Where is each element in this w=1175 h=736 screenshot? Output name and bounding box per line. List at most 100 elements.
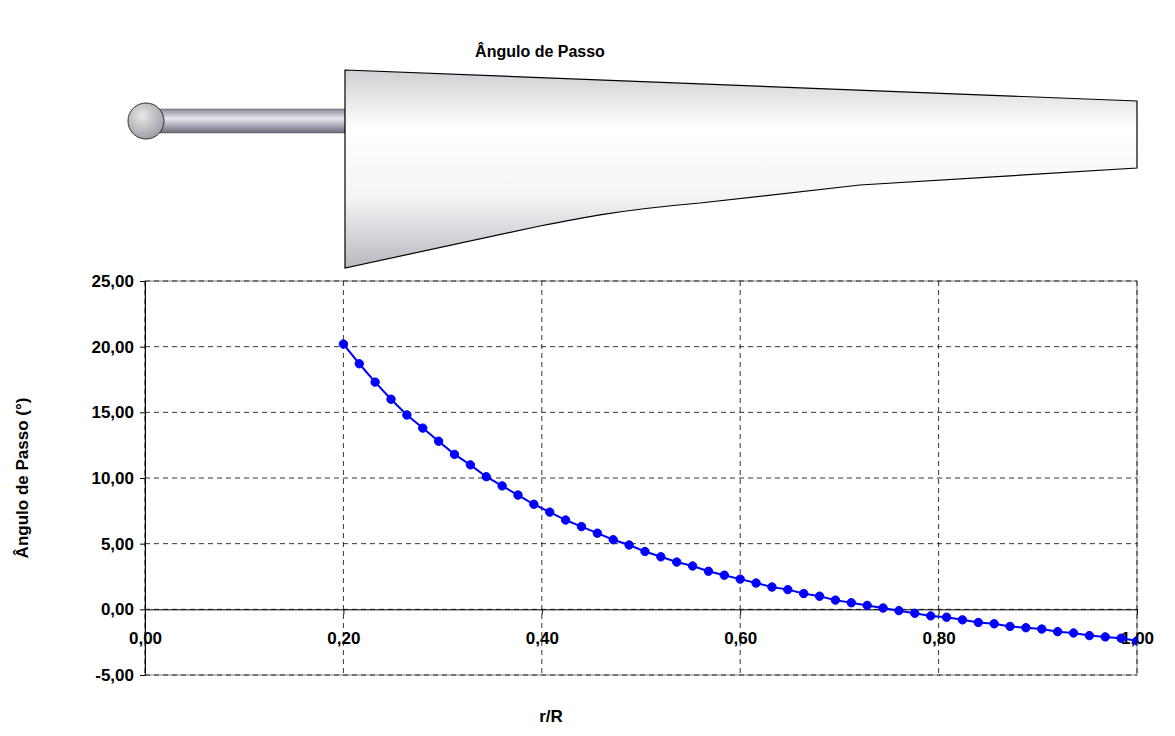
- data-point: [768, 583, 776, 591]
- data-point: [911, 609, 919, 617]
- y-grid-line: [145, 281, 1137, 282]
- y-tick-label: 0,00: [101, 600, 134, 619]
- data-point: [847, 599, 855, 607]
- data-point: [514, 491, 522, 499]
- data-point: [688, 562, 696, 570]
- data-point: [879, 604, 887, 612]
- data-point: [815, 592, 823, 600]
- data-point: [546, 508, 554, 516]
- x-tick: 0,60: [724, 609, 757, 648]
- y-tick: -5,00: [95, 666, 145, 685]
- y-tick-mark: [140, 609, 145, 610]
- data-point: [466, 461, 474, 469]
- x-tick-mark: [145, 609, 146, 614]
- x-axis-title: r/R: [539, 707, 563, 726]
- x-tick: 0,20: [327, 609, 360, 648]
- y-grid-line: [145, 675, 1137, 676]
- data-point: [419, 424, 427, 432]
- data-point: [498, 482, 506, 490]
- data-point: [704, 567, 712, 575]
- y-axis-line: [145, 282, 146, 676]
- y-tick-label: 15,00: [91, 403, 134, 422]
- x-tick-mark: [1137, 609, 1138, 614]
- y-grid-line: [145, 412, 1137, 413]
- data-point: [1038, 625, 1046, 633]
- data-point: [799, 589, 807, 597]
- x-tick-mark: [343, 609, 344, 614]
- y-tick-label: 20,00: [91, 338, 134, 357]
- data-point: [1022, 624, 1030, 632]
- data-point: [1117, 634, 1125, 642]
- y-tick-label: -5,00: [95, 666, 134, 685]
- y-tick: 25,00: [91, 272, 145, 291]
- x-tick-label: 0,00: [129, 629, 162, 648]
- y-tick-label: 25,00: [91, 272, 134, 291]
- data-point: [942, 613, 950, 621]
- y-tick-mark: [140, 478, 145, 479]
- y-tick-mark: [140, 412, 145, 413]
- data-point: [371, 378, 379, 386]
- data-point: [1133, 637, 1137, 645]
- data-point: [958, 616, 966, 624]
- data-point: [561, 516, 569, 524]
- data-point: [657, 553, 665, 561]
- data-point: [926, 612, 934, 620]
- blade-hub: [128, 103, 164, 139]
- y-tick-mark: [140, 675, 145, 676]
- x-tick-label: 0,80: [923, 629, 956, 648]
- chart-title: Ângulo de Passo: [475, 42, 605, 60]
- data-point: [720, 571, 728, 579]
- data-point: [355, 360, 363, 368]
- y-tick: 20,00: [91, 338, 145, 357]
- chart: Ângulo de Passo -5,00 0,00 5,00 10,00 15,00 20…: [0, 0, 1175, 736]
- data-point: [1101, 633, 1109, 641]
- y-tick: 15,00: [91, 403, 145, 422]
- x-axis-line: [146, 609, 1138, 610]
- data-point: [752, 579, 760, 587]
- x-tick-mark: [542, 609, 543, 614]
- y-tick-mark: [140, 281, 145, 282]
- y-tick-mark: [140, 347, 145, 348]
- x-tick-label: 0,40: [526, 629, 559, 648]
- y-grid-line: [145, 609, 1137, 610]
- data-line: [343, 344, 1137, 641]
- x-tick: 0,40: [526, 609, 559, 648]
- data-point: [1069, 629, 1077, 637]
- data-point: [990, 620, 998, 628]
- x-axis: 0,00 0,20 0,40 0,60 0,80 1,00: [129, 609, 1154, 648]
- x-tick-label: 0,20: [327, 629, 360, 648]
- y-grid-line: [145, 543, 1137, 544]
- data-point: [593, 529, 601, 537]
- data-point: [673, 558, 681, 566]
- data-point: [482, 472, 490, 480]
- x-tick: 1,00: [1121, 609, 1154, 648]
- x-tick-mark: [740, 609, 741, 614]
- y-tick-label: 5,00: [101, 535, 134, 554]
- plot-frame: [145, 281, 1137, 675]
- grid: [145, 281, 1137, 675]
- data-point: [863, 601, 871, 609]
- data-point: [609, 536, 617, 544]
- data-point: [577, 522, 585, 530]
- blade-shaft: [158, 109, 345, 133]
- data-point: [1053, 627, 1061, 635]
- y-grid-line: [145, 478, 1137, 479]
- y-tick-mark: [140, 544, 145, 545]
- data-point: [339, 340, 347, 348]
- data-point: [530, 500, 538, 508]
- data-point: [974, 618, 982, 626]
- data-point: [641, 547, 649, 555]
- y-tick: 5,00: [101, 535, 145, 554]
- blade-illustration: [128, 70, 1137, 268]
- data-point: [387, 395, 395, 403]
- y-tick-label: 10,00: [91, 469, 134, 488]
- y-grid-line: [145, 346, 1137, 347]
- data-point: [784, 585, 792, 593]
- data-point: [450, 450, 458, 458]
- x-tick: 0,00: [129, 609, 162, 648]
- data-point: [1085, 631, 1093, 639]
- blade-shape: [345, 70, 1137, 268]
- y-axis: -5,00 0,00 5,00 10,00 15,00 20,00 25,00: [91, 272, 145, 685]
- data-point: [403, 411, 411, 419]
- data-point: [1006, 622, 1014, 630]
